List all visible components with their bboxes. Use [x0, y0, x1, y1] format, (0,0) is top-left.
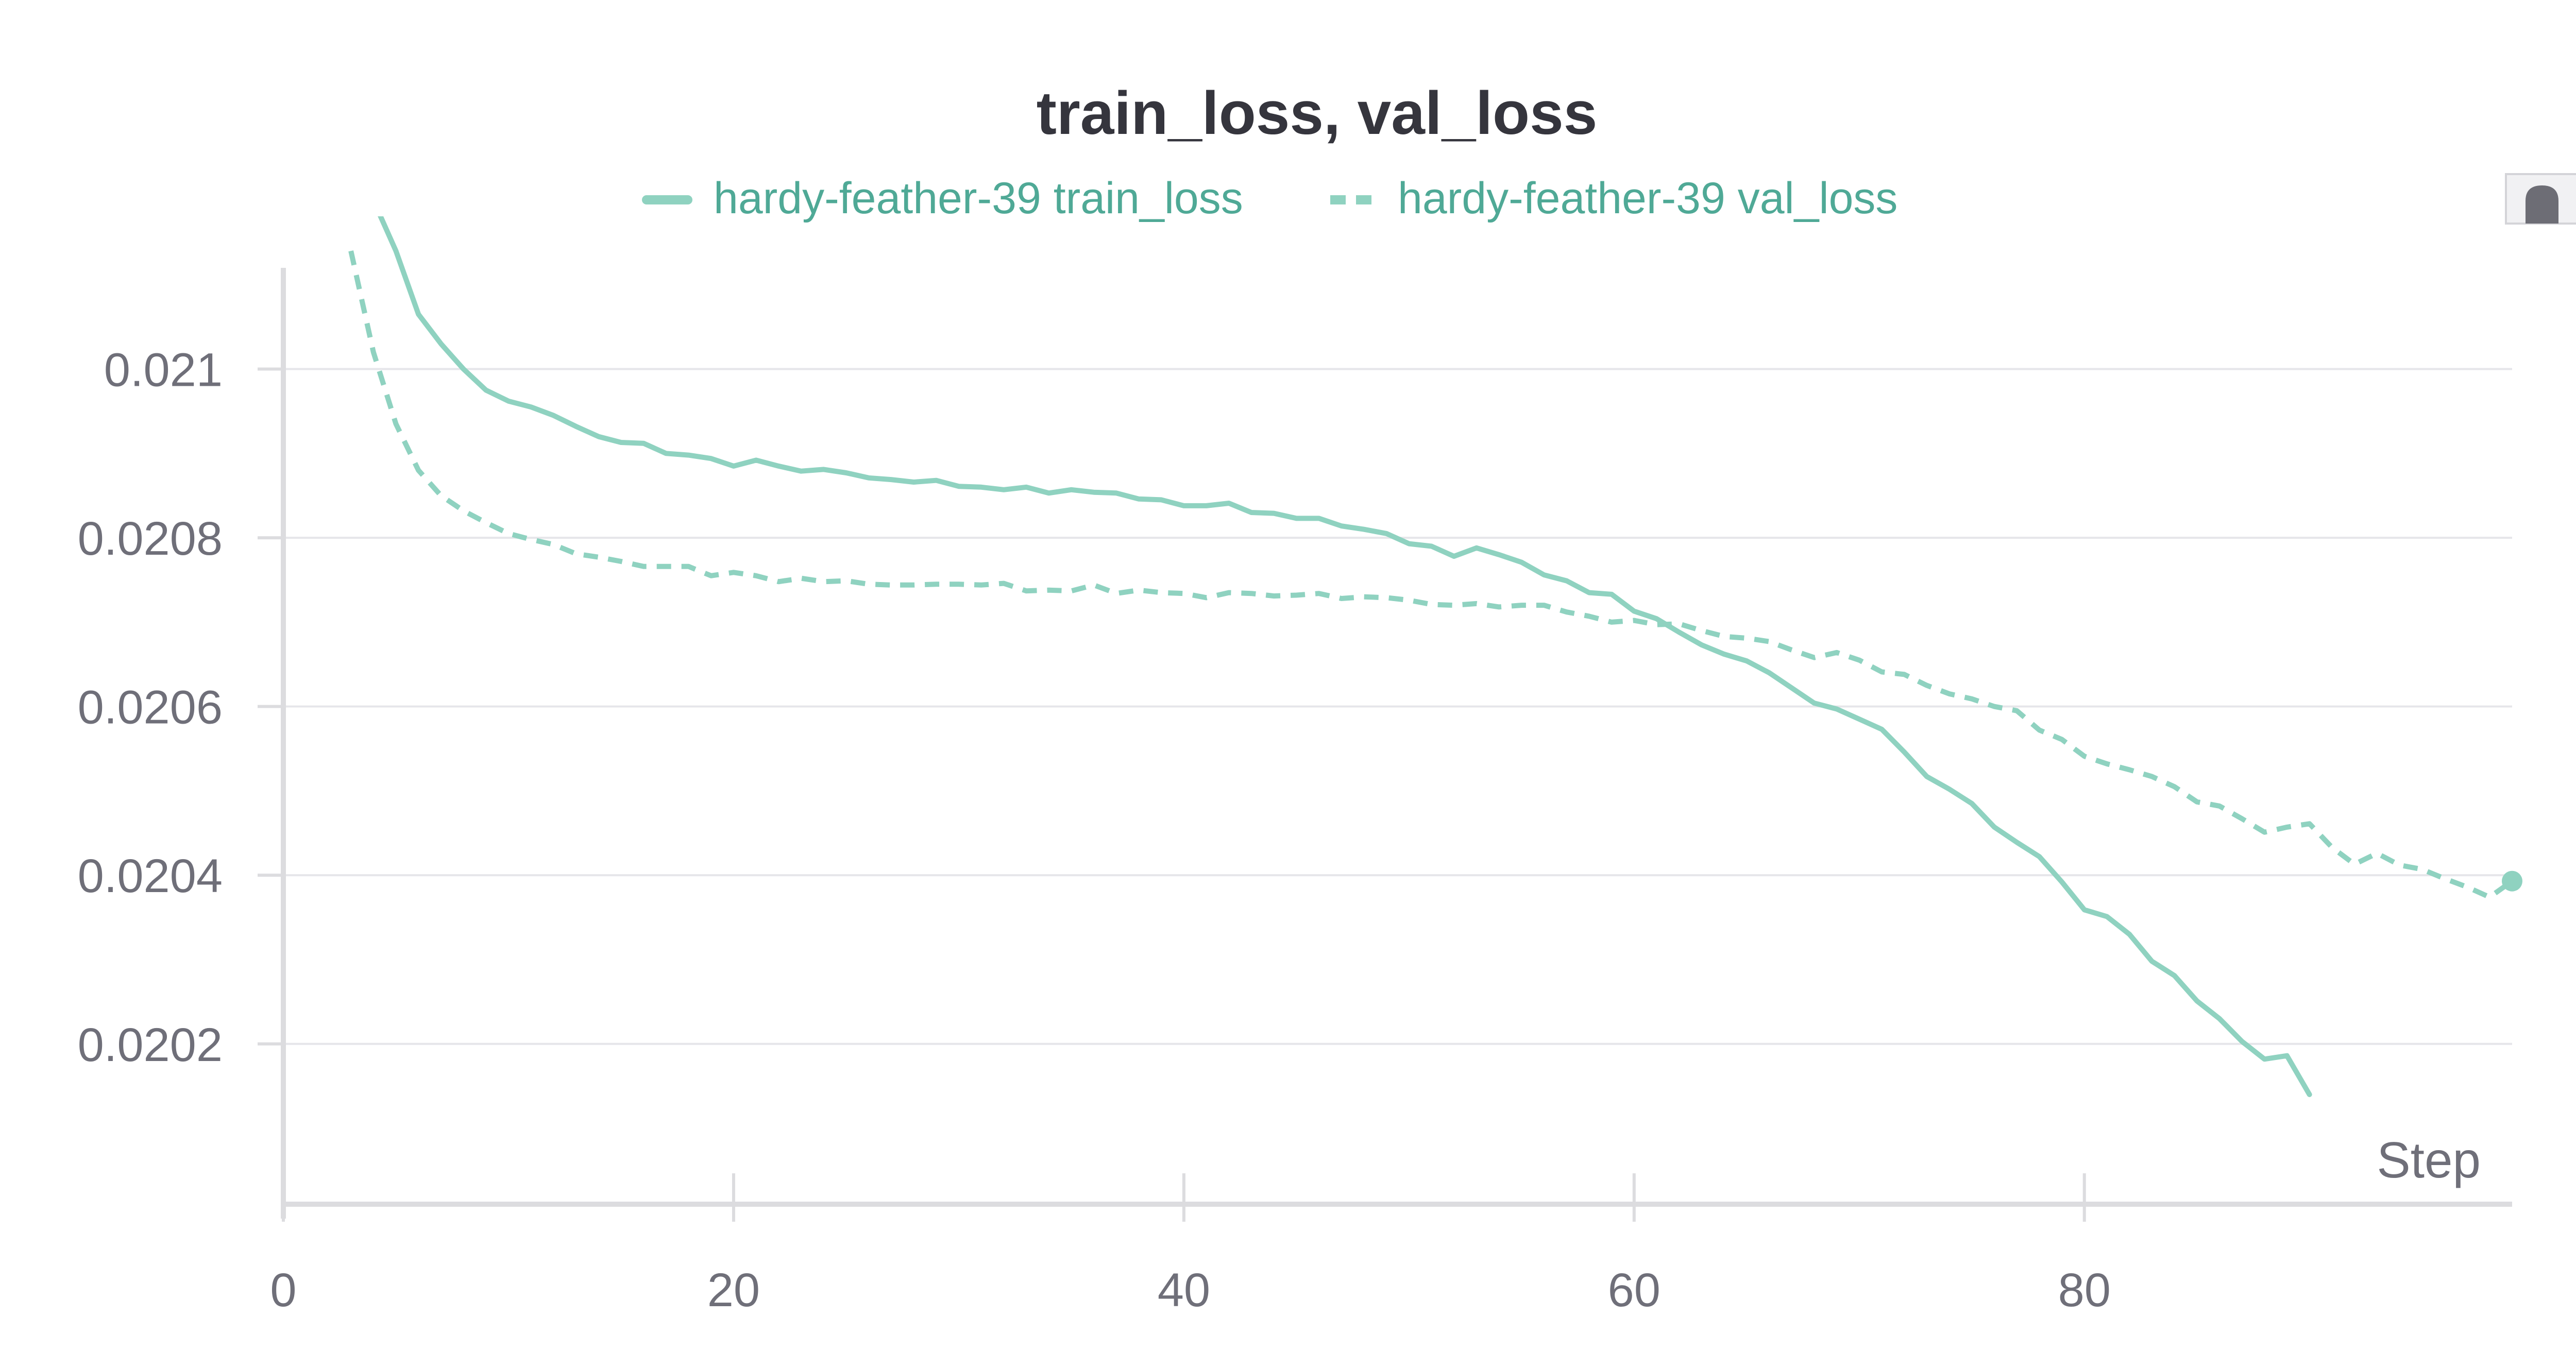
x-tick-label: 80 — [2058, 1264, 2111, 1316]
series-line-train-loss[interactable] — [351, 133, 2312, 1098]
scroll-handle-icon[interactable] — [2505, 173, 2576, 225]
series-endpoint-marker[interactable] — [2502, 870, 2522, 892]
tick-labels: 0.021 0.0208 0.0206 0.0204 0.0202 0 20 40 60 80 — [78, 344, 2111, 1316]
axes — [258, 268, 2512, 1222]
y-tick-label: 0.0202 — [78, 1019, 223, 1071]
x-tick-label: 20 — [707, 1264, 760, 1316]
x-tick-label: 60 — [1608, 1264, 1660, 1316]
y-tick-label: 0.0208 — [78, 512, 223, 565]
legend: hardy-feather-39 train_loss hardy-feathe… — [642, 174, 1897, 223]
y-tick-label: 0.0204 — [78, 850, 223, 902]
chart-title: train_loss, val_loss — [1037, 79, 1598, 147]
legend-label-val-loss[interactable]: hardy-feather-39 val_loss — [1398, 174, 1897, 223]
x-tick-label: 40 — [1158, 1264, 1210, 1316]
x-axis-label: Step — [2377, 1132, 2481, 1188]
x-tick-label: 0 — [270, 1264, 296, 1316]
y-tick-label: 0.0206 — [78, 681, 223, 734]
series-lines — [348, 133, 2522, 1098]
series-line-val-loss[interactable] — [348, 250, 2514, 900]
y-tick-label: 0.021 — [104, 344, 223, 397]
legend-label-train-loss[interactable]: hardy-feather-39 train_loss — [714, 174, 1243, 223]
